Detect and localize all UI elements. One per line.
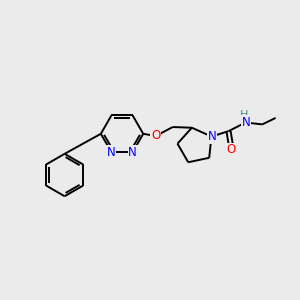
Text: N: N bbox=[128, 146, 137, 159]
Text: N: N bbox=[242, 116, 250, 128]
Text: N: N bbox=[107, 146, 116, 159]
Text: O: O bbox=[226, 143, 236, 157]
Text: N: N bbox=[208, 130, 217, 143]
Text: H: H bbox=[240, 110, 248, 120]
Text: O: O bbox=[151, 129, 160, 142]
